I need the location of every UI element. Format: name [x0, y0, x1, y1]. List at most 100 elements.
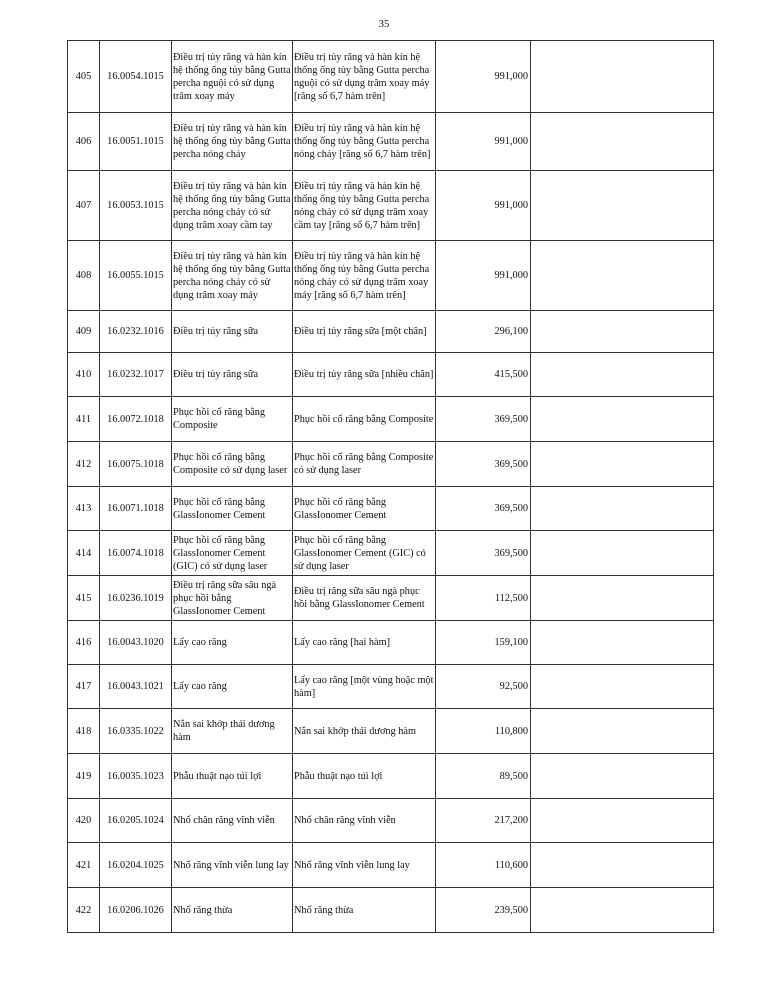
page-number: 35: [378, 19, 390, 30]
service-code: 16.0232.1017: [99, 352, 172, 397]
note: [530, 240, 714, 311]
note: [530, 664, 714, 709]
table-row: 409 16.0232.1016 Điều trị tủy răng sữa Điều…: [67, 310, 714, 353]
service-code: 16.0075.1018: [99, 441, 172, 487]
row-number: 422: [67, 887, 100, 933]
note: [530, 40, 714, 113]
service-name: Điều trị tủy răng sữa: [171, 310, 293, 353]
service-code: 16.0232.1016: [99, 310, 172, 353]
price: 159,100: [435, 620, 531, 665]
note: [530, 441, 714, 487]
service-detail: Điều trị tủy răng và hàn kín hệ thống ốn…: [292, 240, 436, 311]
note: [530, 753, 714, 799]
row-number: 418: [67, 708, 100, 754]
service-detail: Điều trị tủy răng và hàn kín hệ thống ốn…: [292, 112, 436, 171]
table-row: 420 16.0205.1024 Nhổ chân răng vĩnh viễn Nh…: [67, 798, 714, 843]
service-code: 16.0053.1015: [99, 170, 172, 241]
service-name: Điều trị tủy răng và hàn kín hệ thống ốn…: [171, 240, 293, 311]
price: 369,500: [435, 530, 531, 576]
row-number: 406: [67, 112, 100, 171]
price: 991,000: [435, 40, 531, 113]
note: [530, 842, 714, 888]
service-name: Nắn sai khớp thái dương hàm: [171, 708, 293, 754]
row-number: 421: [67, 842, 100, 888]
row-number: 419: [67, 753, 100, 799]
row-number: 408: [67, 240, 100, 311]
note: [530, 396, 714, 442]
service-code: 16.0206.1026: [99, 887, 172, 933]
service-code: 16.0035.1023: [99, 753, 172, 799]
price: 369,500: [435, 396, 531, 442]
note: [530, 310, 714, 353]
service-code: 16.0071.1018: [99, 486, 172, 531]
note: [530, 620, 714, 665]
service-detail: Điều trị tủy răng và hàn kín hệ thống ốn…: [292, 170, 436, 241]
row-number: 407: [67, 170, 100, 241]
table-row: 406 16.0051.1015 Điều trị tủy răng và hàn …: [67, 112, 714, 171]
service-code: 16.0043.1020: [99, 620, 172, 665]
service-detail: Phục hồi cổ răng bằng GlassIonomer Cemen…: [292, 486, 436, 531]
note: [530, 887, 714, 933]
price: 415,500: [435, 352, 531, 397]
table-row: 412 16.0075.1018 Phục hồi cổ răng bằng Com…: [67, 441, 714, 487]
service-name: Điều trị tủy răng và hàn kín hệ thống ốn…: [171, 40, 293, 113]
note: [530, 486, 714, 531]
price: 369,500: [435, 486, 531, 531]
table-row: 419 16.0035.1023 Phẫu thuật nạo túi lợi Phẫ…: [67, 753, 714, 799]
service-name: Phục hồi cổ răng bằng GlassIonomer Cemen…: [171, 486, 293, 531]
row-number: 416: [67, 620, 100, 665]
note: [530, 352, 714, 397]
row-number: 420: [67, 798, 100, 843]
service-detail: Điều trị răng sữa sâu ngà phục hồi bằng …: [292, 575, 436, 621]
table-row: 418 16.0335.1022 Nắn sai khớp thái dương h…: [67, 708, 714, 754]
row-number: 412: [67, 441, 100, 487]
table-row: 410 16.0232.1017 Điều trị tủy răng sữa Điều…: [67, 352, 714, 397]
price: 89,500: [435, 753, 531, 799]
service-detail: Phục hồi cổ răng bằng GlassIonomer Cemen…: [292, 530, 436, 576]
service-detail: Nhổ răng vĩnh viễn lung lay: [292, 842, 436, 888]
service-code: 16.0335.1022: [99, 708, 172, 754]
service-name: Điều trị tủy răng và hàn kín hệ thống ốn…: [171, 170, 293, 241]
service-detail: Nhổ răng thừa: [292, 887, 436, 933]
table-row: 405 16.0054.1015 Điều trị tủy răng và hàn …: [67, 40, 714, 113]
row-number: 414: [67, 530, 100, 576]
service-detail: Điều trị tủy răng và hàn kín hệ thống ốn…: [292, 40, 436, 113]
table-row: 422 16.0206.1026 Nhổ răng thừa Nhổ răng thừ…: [67, 887, 714, 933]
price-table: 405 16.0054.1015 Điều trị tủy răng và hàn …: [67, 40, 714, 933]
service-code: 16.0204.1025: [99, 842, 172, 888]
price: 217,200: [435, 798, 531, 843]
service-code: 16.0051.1015: [99, 112, 172, 171]
service-detail: Nắn sai khớp thái dương hàm: [292, 708, 436, 754]
row-number: 411: [67, 396, 100, 442]
service-name: Phục hồi cổ răng bằng GlassIonomer Cemen…: [171, 530, 293, 576]
service-detail: Lấy cao răng [một vùng hoặc một hàm]: [292, 664, 436, 709]
note: [530, 112, 714, 171]
service-detail: Nhổ chân răng vĩnh viễn: [292, 798, 436, 843]
note: [530, 708, 714, 754]
service-name: Lấy cao răng: [171, 664, 293, 709]
service-code: 16.0054.1015: [99, 40, 172, 113]
table-row: 413 16.0071.1018 Phục hồi cổ răng bằng Gla…: [67, 486, 714, 531]
service-detail: Phục hồi cổ răng bằng Composite có sử dụ…: [292, 441, 436, 487]
service-detail: Điều trị tủy răng sữa [nhiều chân]: [292, 352, 436, 397]
table-row: 417 16.0043.1021 Lấy cao răng Lấy cao răng …: [67, 664, 714, 709]
row-number: 413: [67, 486, 100, 531]
note: [530, 575, 714, 621]
service-detail: Điều trị tủy răng sữa [một chân]: [292, 310, 436, 353]
service-name: Lấy cao răng: [171, 620, 293, 665]
service-name: Nhổ chân răng vĩnh viễn: [171, 798, 293, 843]
service-detail: Lấy cao răng [hai hàm]: [292, 620, 436, 665]
price: 110,800: [435, 708, 531, 754]
service-name: Điều trị tủy răng và hàn kín hệ thống ốn…: [171, 112, 293, 171]
price: 110,600: [435, 842, 531, 888]
service-code: 16.0072.1018: [99, 396, 172, 442]
table-row: 415 16.0236.1019 Điều trị răng sữa sâu ngà…: [67, 575, 714, 621]
price: 991,000: [435, 240, 531, 311]
price: 296,100: [435, 310, 531, 353]
service-detail: Phẫu thuật nạo túi lợi: [292, 753, 436, 799]
price: 112,500: [435, 575, 531, 621]
table-row: 416 16.0043.1020 Lấy cao răng Lấy cao răng …: [67, 620, 714, 665]
service-code: 16.0043.1021: [99, 664, 172, 709]
price: 369,500: [435, 441, 531, 487]
service-name: Phục hồi cổ răng bằng Composite: [171, 396, 293, 442]
